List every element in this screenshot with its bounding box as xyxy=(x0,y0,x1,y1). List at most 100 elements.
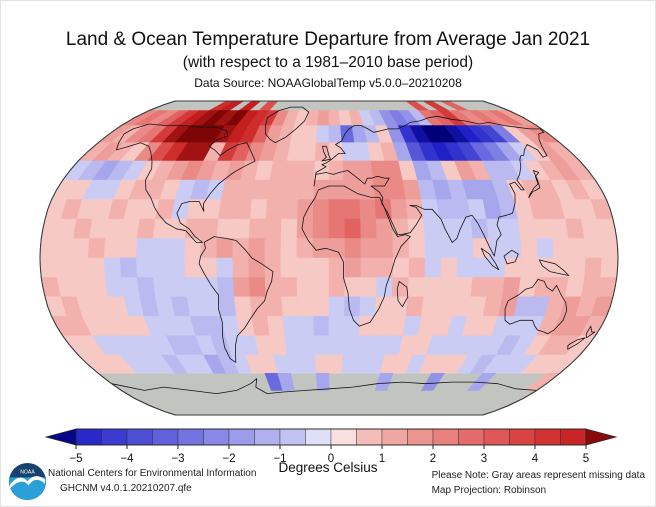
colorbar-tick-label: −5 xyxy=(69,453,82,465)
grid-cell xyxy=(312,277,330,298)
grid-cell xyxy=(328,218,346,239)
grid-cell xyxy=(251,316,271,337)
colorbar-segment xyxy=(330,428,357,446)
figure-subtitle: (with respect to a 1981–2010 base period… xyxy=(182,54,474,71)
grid-cell xyxy=(533,218,554,239)
grid-cell xyxy=(486,277,506,298)
colorbar-segment xyxy=(254,428,281,446)
colorbar-segment xyxy=(509,428,536,446)
grid-cell xyxy=(536,238,555,259)
grid-cell xyxy=(533,277,554,298)
grid-cell xyxy=(88,218,109,239)
grid-cell xyxy=(280,257,298,278)
grid-cell xyxy=(470,218,490,239)
footer-note: Please Note: Gray areas represent missin… xyxy=(431,470,645,481)
grid-cell xyxy=(344,238,362,259)
colorbar-segment xyxy=(228,428,255,446)
grid-cell xyxy=(168,277,188,298)
grid-cell xyxy=(440,238,458,259)
grid-cell xyxy=(517,218,538,239)
colorbar-segment xyxy=(458,428,485,446)
grid-cell xyxy=(390,296,409,317)
grid-cell xyxy=(120,218,141,239)
grid-cell xyxy=(312,199,330,220)
grid-cell xyxy=(504,238,523,259)
grid-cell xyxy=(232,257,250,278)
grid-cell xyxy=(486,218,506,239)
grid-cell xyxy=(87,257,106,278)
grid-cell xyxy=(234,199,253,220)
colorbar-tick-label: 1 xyxy=(379,453,385,465)
colorbar-arrow-left xyxy=(44,428,77,446)
grid-cell xyxy=(407,277,426,298)
noaa-logo-text: NOAA xyxy=(20,469,35,475)
grid-cell xyxy=(328,316,345,337)
grid-cell xyxy=(216,218,235,239)
colorbar-segment xyxy=(560,428,587,446)
anomaly-grid xyxy=(40,101,618,391)
grid-cell xyxy=(296,257,314,278)
grid-cell xyxy=(374,372,394,391)
grid-cell xyxy=(264,277,283,298)
colorbar-tick-label: −2 xyxy=(222,453,235,465)
grid-cell xyxy=(152,257,170,278)
grid-cell xyxy=(328,110,341,126)
grid-cell xyxy=(136,277,156,298)
grid-cell xyxy=(552,238,571,259)
grid-cell xyxy=(284,160,302,181)
grid-cell xyxy=(284,335,302,356)
grid-cell xyxy=(313,160,330,181)
grid-cell xyxy=(328,160,345,181)
colorbar-segment xyxy=(75,428,102,446)
grid-cell xyxy=(504,257,523,278)
grid-cell xyxy=(328,335,345,356)
grid-cell xyxy=(282,179,300,200)
grid-cell xyxy=(216,277,235,298)
grid-cell xyxy=(216,257,234,278)
grid-cell xyxy=(342,335,359,356)
grid-cell xyxy=(456,238,474,259)
grid-cell xyxy=(202,199,222,220)
grid-cell xyxy=(328,296,346,317)
colorbar-segment xyxy=(356,428,383,446)
colorbar-tick-label: −1 xyxy=(273,453,286,465)
grid-cell xyxy=(265,199,284,220)
grid-cell xyxy=(407,218,426,239)
grid-cell xyxy=(344,218,362,239)
grid-cell xyxy=(280,218,298,239)
data-source-line: Data Source: NOAAGlobalTemp v5.0.0–20210… xyxy=(194,76,462,90)
grid-cell xyxy=(218,296,237,317)
grid-cell xyxy=(88,277,109,298)
grid-cell xyxy=(328,354,344,374)
grid-cell xyxy=(360,257,378,278)
grid-cell xyxy=(232,218,251,239)
grid-cell xyxy=(136,218,156,239)
grid-cell xyxy=(264,238,282,259)
colorbar-bar xyxy=(75,428,587,446)
colorbar-segment xyxy=(305,428,332,446)
grid-cell xyxy=(312,296,330,317)
colorbar-tick-label: −4 xyxy=(120,453,134,465)
grid-cell xyxy=(119,238,138,259)
grid-cell xyxy=(439,277,458,298)
grid-cell xyxy=(376,238,394,259)
grid-cell xyxy=(248,277,267,298)
grid-cell xyxy=(600,238,618,259)
grid-cell xyxy=(152,218,172,239)
grid-cell xyxy=(264,218,283,239)
colorbar-segment xyxy=(203,428,230,446)
noaa-logo: NOAA xyxy=(9,463,46,500)
colorbar: −5 −4 −3 −2 −1 0 1 2 3 4 5 xyxy=(44,428,618,465)
grid-cell xyxy=(299,160,316,181)
grid-cell xyxy=(341,354,358,374)
grid-cell xyxy=(420,372,445,391)
grid-cell xyxy=(168,257,186,278)
colorbar-segment xyxy=(152,428,179,446)
grid-cell xyxy=(200,277,219,298)
grid-cell xyxy=(328,142,344,162)
grid-cell xyxy=(373,316,392,337)
colorbar-tick-label: 4 xyxy=(532,453,539,465)
grid-cell xyxy=(344,257,362,278)
grid-cell xyxy=(152,277,172,298)
